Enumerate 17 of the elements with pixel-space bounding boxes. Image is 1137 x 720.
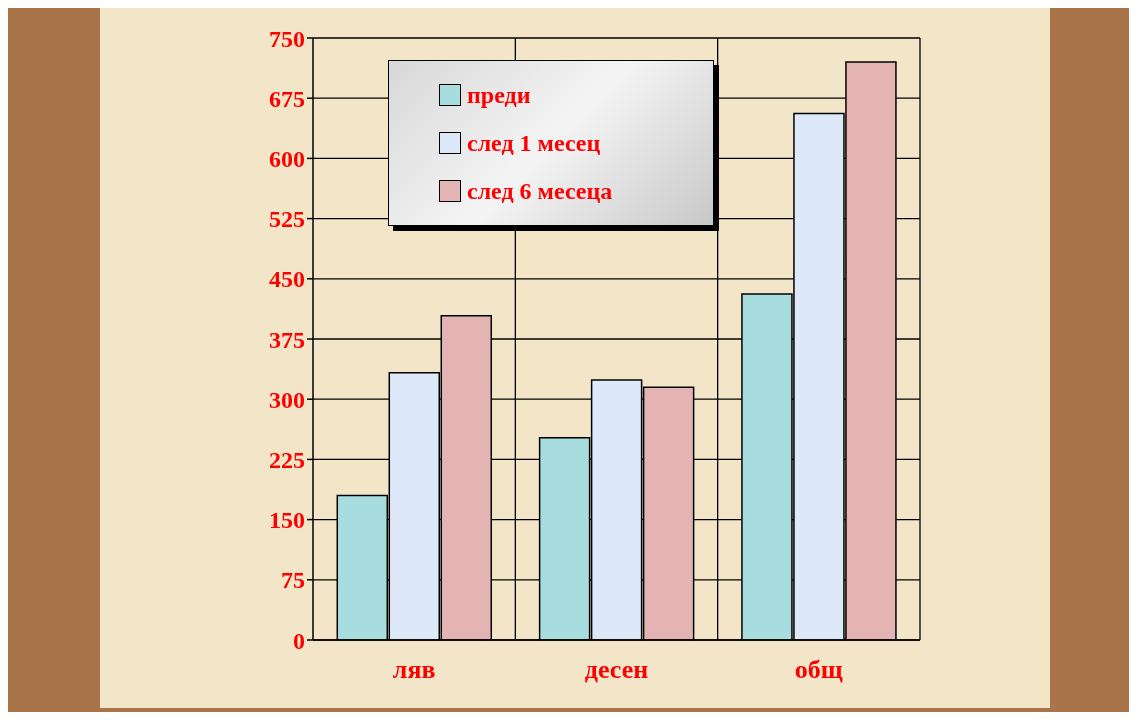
x-tick-label: десен — [584, 655, 649, 685]
y-tick-label: 300 — [269, 386, 305, 413]
x-tick-label: ляв — [392, 655, 436, 685]
y-tick-label: 675 — [269, 85, 305, 112]
legend-label: след 6 месеца — [467, 177, 613, 205]
y-tick-label: 225 — [269, 446, 305, 473]
y-tick-label: 375 — [269, 326, 305, 353]
legend-label: след 1 месец — [467, 129, 601, 157]
x-tick-label: общ — [794, 655, 843, 685]
y-tick-label: 525 — [269, 206, 305, 233]
y-tick-label: 150 — [269, 507, 305, 534]
y-tick-label: 75 — [281, 567, 305, 594]
legend-label: преди — [467, 81, 531, 109]
y-tick-label: 600 — [269, 145, 305, 172]
y-tick-label: 450 — [269, 266, 305, 293]
y-tick-label: 0 — [293, 627, 305, 654]
y-tick-label: 750 — [269, 25, 305, 52]
